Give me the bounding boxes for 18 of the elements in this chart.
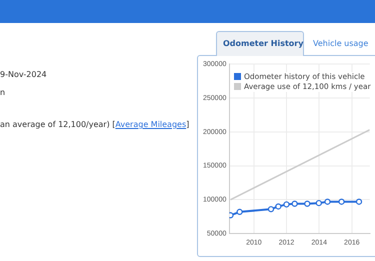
point (356, 198, 362, 205)
point (283, 201, 290, 208)
point (275, 203, 282, 210)
point (229, 212, 234, 218)
point (338, 198, 345, 205)
point (292, 200, 298, 207)
point (236, 208, 243, 215)
point (304, 200, 310, 207)
text: Vehicle usage (313, 39, 368, 48)
text: ] (186, 120, 190, 129)
point (316, 200, 322, 206)
point (268, 206, 274, 212)
text: Odometer History (223, 39, 304, 48)
text: 9-Nov-2024 (0, 70, 47, 79)
point (324, 198, 331, 205)
text: Average Mileages (115, 120, 186, 129)
text: an average of 12,100/year) [ (0, 120, 116, 129)
text: n (0, 88, 6, 97)
